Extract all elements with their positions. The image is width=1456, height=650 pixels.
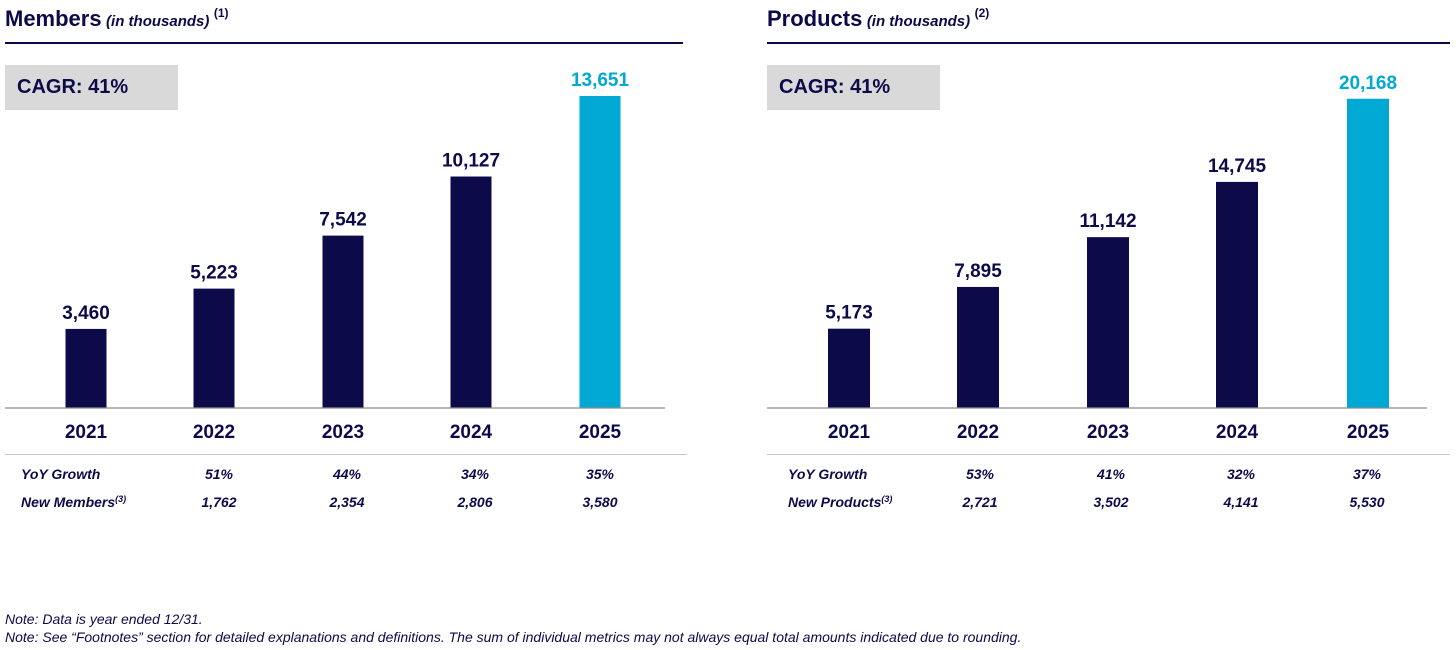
metric-value: 53%	[965, 466, 995, 482]
metric-row-yoy-growth: YoY Growth 53% 41% 32% 37%	[767, 466, 1454, 486]
data-label: 14,745	[1208, 156, 1267, 177]
data-label: 13,651	[571, 70, 630, 91]
title-rule	[767, 42, 1450, 44]
metric-value: 2,806	[457, 494, 493, 510]
metric-value: 35%	[585, 466, 615, 482]
x-tick-label: 2023	[322, 422, 364, 443]
panel-title-main: Products	[767, 6, 863, 31]
metric-value: 51%	[204, 466, 234, 482]
metric-row-new-members: New Members(3) 1,762 2,354 2,806 3,580	[5, 494, 695, 514]
panel-title: Members (in thousands) (1)	[5, 6, 229, 32]
metric-value: 32%	[1226, 466, 1256, 482]
metric-label: YoY Growth	[21, 466, 101, 482]
data-label: 7,895	[954, 261, 1002, 282]
bar	[1216, 181, 1258, 408]
metric-value: 2,721	[962, 494, 998, 510]
bar	[193, 288, 235, 408]
metric-value: 4,141	[1223, 494, 1259, 510]
metric-row-new-products: New Products(3) 2,721 3,502 4,141 5,530	[767, 494, 1454, 514]
metric-label: New Members(3)	[21, 494, 127, 510]
products-panel: Products (in thousands) (2) CAGR: 41% 5,…	[767, 0, 1454, 540]
x-tick-label: 2025	[579, 422, 622, 443]
metric-value: 2,354	[329, 494, 365, 510]
x-tick-label: 2023	[1087, 422, 1129, 443]
x-tick-label: 2022	[957, 422, 999, 443]
footnote-ref: (1)	[213, 6, 229, 20]
panel-title-unit: (in thousands)	[866, 13, 971, 30]
cagr-badge: CAGR: 41%	[5, 65, 178, 110]
bar	[579, 95, 621, 408]
metric-value: 5,530	[1349, 494, 1385, 510]
metric-value: 37%	[1352, 466, 1382, 482]
data-label: 5,223	[190, 263, 238, 284]
metric-row-yoy-growth: YoY Growth 51% 44% 34% 35%	[5, 466, 695, 486]
metric-value: 41%	[1096, 466, 1126, 482]
note-line: Note: See “Footnotes” section for detail…	[5, 629, 1022, 645]
metric-value: 34%	[460, 466, 490, 482]
data-label: 3,460	[62, 303, 110, 324]
note-line: Note: Data is year ended 12/31.	[5, 611, 203, 627]
panel-title: Products (in thousands) (2)	[767, 6, 989, 32]
metrics-divider	[5, 454, 687, 455]
members-panel: Members (in thousands) (1) CAGR: 41% 3,4…	[5, 0, 695, 540]
x-tick-label: 2024	[1216, 422, 1259, 443]
bar	[957, 286, 999, 408]
x-tick-label: 2025	[1347, 422, 1390, 443]
data-label: 11,142	[1079, 211, 1136, 232]
bar	[65, 328, 107, 408]
data-label: 20,168	[1339, 73, 1397, 94]
bar	[828, 328, 870, 408]
products-bar-chart: 5,173 2021 7,895 2022 11,142 2023 14,745 2024 20…	[767, 73, 1427, 443]
panel-title-unit: (in thousands)	[106, 13, 210, 30]
x-tick-label: 2022	[193, 422, 235, 443]
data-label: 7,542	[319, 210, 367, 231]
metric-value: 44%	[332, 466, 362, 482]
bar	[450, 176, 492, 408]
bar	[1087, 237, 1129, 408]
panel-title-main: Members	[5, 6, 102, 31]
x-tick-label: 2021	[65, 422, 108, 443]
metric-value: 1,762	[201, 494, 237, 510]
bar	[322, 235, 364, 408]
metric-label: New Products(3)	[788, 494, 893, 510]
metric-value: 3,502	[1093, 494, 1129, 510]
metric-label: YoY Growth	[788, 466, 868, 482]
bar	[1347, 98, 1389, 409]
metrics-divider	[767, 454, 1450, 455]
title-rule	[5, 42, 683, 44]
data-label: 10,127	[442, 151, 500, 172]
notes: Note: Data is year ended 12/31. Note: Se…	[5, 610, 1021, 646]
members-bar-chart: 3,460 2021 5,223 2022 7,542 2023 10,127 2024 13,…	[5, 70, 665, 443]
x-tick-label: 2024	[450, 422, 493, 443]
data-label: 5,173	[825, 303, 873, 324]
metric-value: 3,580	[582, 494, 618, 510]
cagr-badge: CAGR: 41%	[767, 65, 940, 110]
footnote-ref: (2)	[974, 6, 990, 20]
x-tick-label: 2021	[828, 422, 871, 443]
